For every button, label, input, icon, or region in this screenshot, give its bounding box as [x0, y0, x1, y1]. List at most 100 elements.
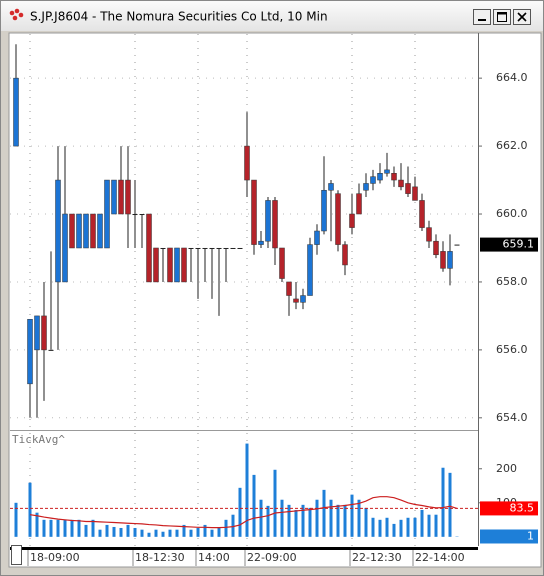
volume-bar	[448, 472, 452, 537]
candle-body	[188, 247, 194, 249]
volume-bar	[252, 474, 256, 537]
y-tick-label: 656.0	[496, 343, 528, 356]
volume-bar	[203, 524, 207, 537]
minimize-button[interactable]	[473, 9, 491, 25]
candle-body	[153, 247, 159, 283]
maximize-button[interactable]	[493, 9, 511, 25]
volume-bar	[77, 519, 81, 537]
candle-body	[48, 349, 54, 351]
volume-bar	[175, 529, 179, 537]
candle-body	[454, 244, 460, 246]
scroll-box[interactable]	[11, 545, 22, 565]
candle-body	[125, 179, 131, 215]
volume-bar	[14, 502, 18, 537]
candle-body	[356, 193, 362, 215]
candle-body	[55, 179, 61, 283]
volume-bar	[301, 504, 305, 537]
candle-body	[377, 173, 383, 181]
candle-body	[174, 247, 180, 283]
candle-body	[195, 247, 201, 249]
volume-bar	[294, 509, 298, 537]
volume-bar	[273, 469, 277, 537]
candle-body	[307, 244, 313, 296]
candle-body	[272, 200, 278, 249]
volume-bar	[434, 514, 438, 537]
candle-body	[349, 213, 355, 228]
candle-body	[314, 230, 320, 245]
candle-body	[139, 214, 145, 216]
volume-bar	[196, 527, 200, 537]
candle-body	[90, 213, 96, 249]
volume-bar	[210, 529, 214, 537]
volume-bar	[161, 531, 165, 537]
volume-bar	[147, 532, 151, 537]
average-line	[29, 496, 458, 529]
volume-bar	[70, 519, 74, 537]
candle-body	[69, 213, 75, 249]
volume-bar	[441, 467, 445, 537]
volume-bar	[420, 509, 424, 537]
candle-body	[300, 295, 306, 303]
volume-bar	[42, 519, 46, 537]
candle-body	[216, 247, 222, 249]
indicator-title: TickAvg^	[12, 433, 65, 446]
candle-body	[202, 247, 208, 249]
y-tick-label: 662.0	[496, 139, 528, 152]
candle-body	[160, 247, 166, 249]
volume-bar	[378, 519, 382, 537]
last-price: 659.1	[503, 238, 535, 251]
volume-bar	[364, 507, 368, 537]
title-bar	[1, 1, 543, 31]
time-axis-bar	[10, 547, 478, 550]
volume-bar	[343, 504, 347, 537]
candle-body	[244, 145, 250, 181]
candle-body	[342, 244, 348, 266]
volume-bar	[28, 482, 32, 537]
volume-bar	[245, 443, 249, 537]
volume-bar	[126, 524, 130, 537]
volume-bar	[238, 487, 242, 537]
candle-body	[293, 298, 299, 303]
volume-bar	[105, 524, 109, 537]
candle-body	[426, 227, 432, 242]
volume-bar	[182, 524, 186, 537]
candle-body	[97, 213, 103, 249]
time-label: 14:00	[198, 551, 230, 564]
volume-bar	[336, 504, 340, 537]
volume-bar	[287, 504, 291, 537]
time-label: 18-09:00	[30, 551, 80, 564]
volume-bar	[231, 514, 235, 537]
candle-body	[398, 179, 404, 188]
volume-bar	[217, 527, 221, 537]
y-tick-label: 660.0	[496, 207, 528, 220]
volume-bar	[49, 519, 53, 537]
close-button[interactable]	[513, 9, 531, 25]
candle-body	[209, 247, 215, 249]
last-price-box	[480, 237, 538, 252]
volume-bar	[35, 512, 39, 537]
y-tick-label: 654.0	[496, 411, 528, 424]
volume-bar	[322, 489, 326, 537]
volume-bar	[266, 505, 270, 537]
volume-bar	[140, 529, 144, 537]
candle-body	[433, 240, 439, 256]
candle-body	[223, 247, 229, 249]
candle-body	[34, 315, 40, 351]
volume-bar	[371, 517, 375, 537]
chart-area	[8, 32, 542, 568]
volume-bar	[357, 499, 361, 537]
candle-body	[384, 169, 390, 174]
app-icon	[9, 8, 24, 21]
candle-body	[76, 213, 82, 249]
candle-body	[27, 319, 33, 385]
volume-bar	[112, 526, 116, 537]
candle-body	[237, 247, 243, 249]
candle-body	[13, 77, 19, 147]
candle-body	[41, 315, 47, 351]
volume-bar	[84, 524, 88, 537]
time-label: 22-09:00	[247, 551, 297, 564]
volume-bar	[168, 529, 172, 537]
candle-body	[321, 189, 327, 232]
time-label: 22-14:00	[415, 551, 465, 564]
